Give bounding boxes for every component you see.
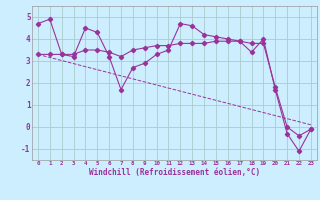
X-axis label: Windchill (Refroidissement éolien,°C): Windchill (Refroidissement éolien,°C)	[89, 168, 260, 177]
